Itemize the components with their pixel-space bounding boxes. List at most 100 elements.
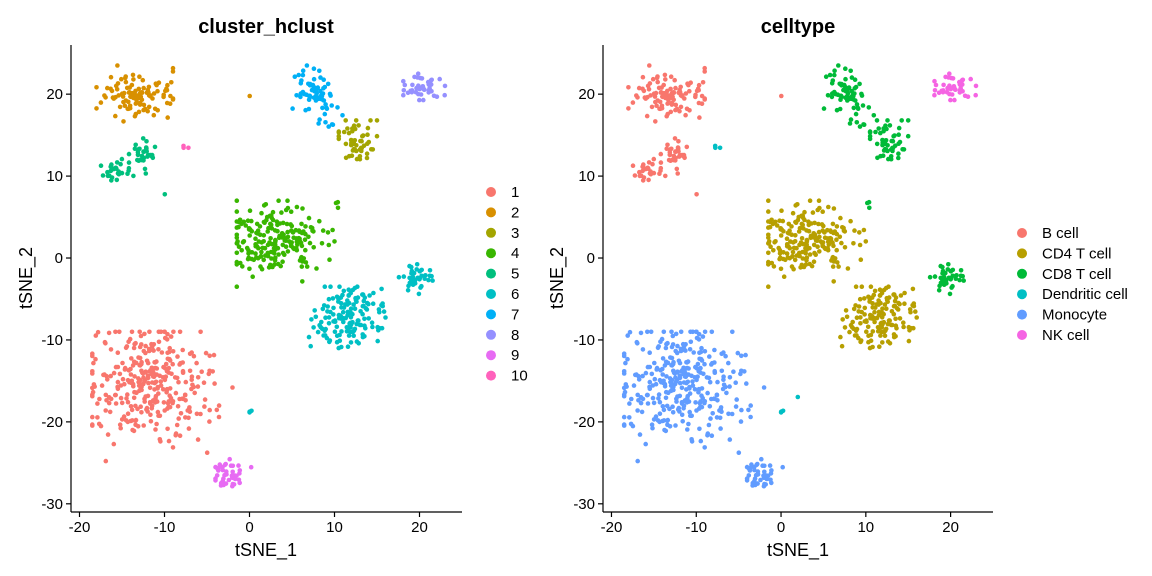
data-point [167, 404, 173, 410]
data-point [906, 324, 912, 330]
data-point [294, 93, 299, 98]
data-point [308, 343, 314, 349]
data-point [275, 261, 281, 267]
panel-cluster-hclust: cluster_hclust -20 -10 0 10 20 -30 -20 -10 0 10 2… [16, 16, 528, 561]
data-point [837, 234, 843, 240]
data-point [837, 106, 843, 112]
data-point [814, 236, 820, 241]
data-point [851, 105, 857, 111]
data-point [641, 175, 647, 180]
series-nk-cell [932, 71, 979, 103]
legend-label: 8 [511, 327, 519, 344]
y-axis-ticks: -30 -20 -10 0 10 20 [573, 86, 603, 513]
data-point [799, 236, 805, 241]
data-point [318, 75, 323, 80]
data-point [680, 419, 685, 424]
data-point [364, 151, 370, 156]
legend-item: 7 [486, 306, 519, 323]
data-point [343, 118, 349, 123]
data-point [932, 92, 937, 98]
data-point [325, 81, 331, 87]
data-point [807, 261, 812, 267]
data-point [230, 483, 235, 489]
data-point [876, 302, 881, 307]
data-point [678, 346, 684, 352]
data-point [130, 427, 135, 433]
data-point [122, 367, 128, 372]
data-point [109, 162, 114, 167]
data-point [173, 433, 178, 438]
data-point [130, 363, 136, 368]
data-point [774, 223, 780, 228]
legend-label: 5 [511, 266, 519, 283]
data-point [273, 238, 278, 244]
data-point [795, 202, 800, 207]
data-point [364, 155, 370, 161]
data-point [161, 364, 166, 370]
data-point [269, 256, 274, 261]
data-point [825, 239, 831, 245]
data-point [346, 287, 352, 293]
legend: B cell CD4 T cell CD8 T cell Dendritic cell… [1017, 225, 1128, 344]
data-point [625, 333, 630, 338]
data-point [767, 224, 773, 230]
data-point [303, 247, 308, 253]
data-point [938, 263, 943, 269]
data-point [236, 463, 241, 468]
data-point [121, 414, 127, 419]
data-point [223, 481, 229, 486]
data-point [123, 79, 129, 85]
data-point [259, 210, 264, 216]
data-point [825, 236, 831, 241]
data-point [887, 318, 892, 323]
data-point [821, 106, 827, 111]
data-point [843, 84, 848, 90]
legend-swatch [486, 248, 496, 259]
data-point [936, 288, 942, 293]
data-point [272, 262, 277, 267]
data-point [811, 259, 817, 265]
data-point [766, 259, 771, 265]
x-axis-ticks: -20 -10 0 10 20 [601, 512, 959, 536]
data-point [769, 480, 774, 486]
data-point [289, 228, 294, 233]
legend-item: 3 [486, 225, 519, 242]
data-point [699, 345, 704, 351]
data-point [300, 68, 306, 73]
data-point [100, 173, 106, 178]
data-point [787, 245, 793, 251]
data-point [859, 284, 865, 290]
data-point [867, 205, 872, 211]
data-point [766, 232, 771, 238]
data-point [910, 286, 916, 292]
data-point [706, 422, 712, 428]
data-point [137, 100, 142, 106]
data-point [709, 362, 714, 367]
data-point [896, 132, 901, 137]
data-point [132, 374, 137, 379]
data-point [216, 414, 222, 420]
data-point [637, 173, 643, 179]
data-point [114, 160, 120, 165]
data-point [328, 284, 333, 290]
data-point [658, 339, 663, 345]
data-point [673, 331, 679, 337]
data-point [309, 317, 314, 322]
data-point [180, 347, 185, 353]
data-point [675, 369, 680, 375]
data-point [895, 307, 901, 312]
data-point [369, 320, 375, 326]
data-point [181, 143, 186, 149]
data-point [166, 438, 172, 444]
data-point [852, 228, 857, 233]
data-point [310, 228, 315, 233]
data-point [141, 423, 146, 428]
data-point [151, 91, 157, 96]
data-point [797, 225, 803, 231]
data-point [253, 255, 259, 260]
series-7 [290, 63, 345, 129]
data-point [657, 399, 663, 405]
data-point [650, 383, 656, 388]
data-point [284, 221, 290, 227]
data-point [690, 383, 696, 388]
